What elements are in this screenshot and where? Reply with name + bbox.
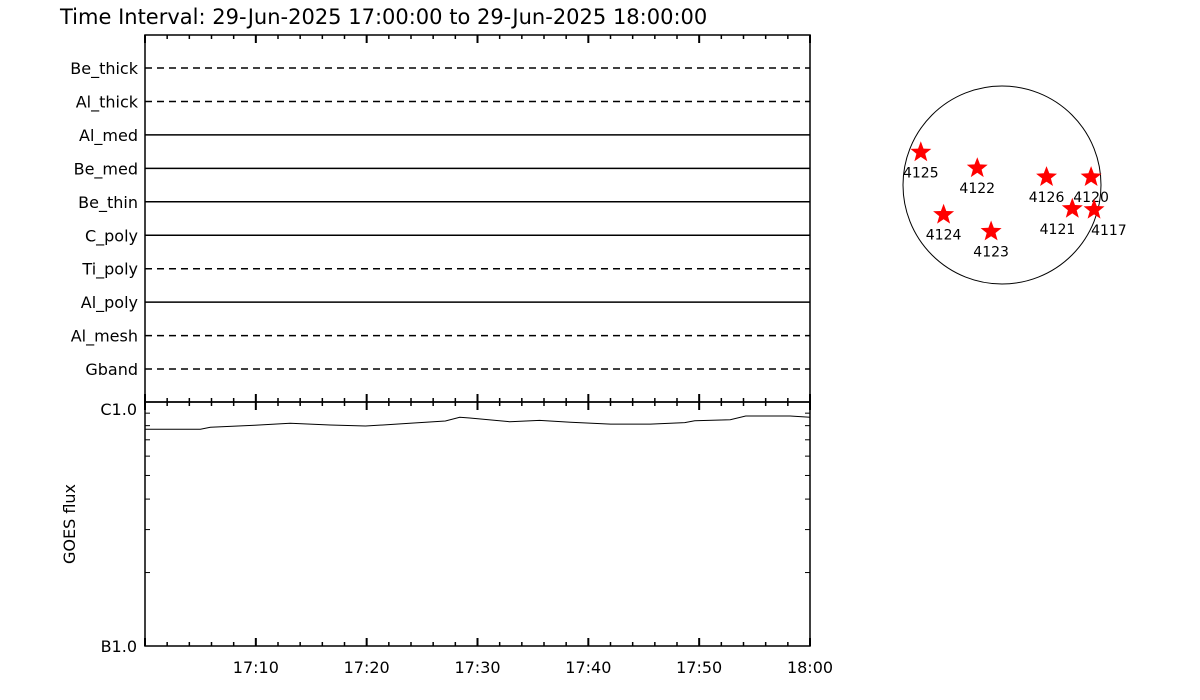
active-region-label: 4125 [903,165,939,181]
x-tick-label: 17:20 [344,658,390,677]
active-region-star-icon [966,157,988,178]
timeline-row-label: Be_thick [70,59,138,79]
timeline-row-label: Al_thick [76,92,139,112]
timeline-row-label: Be_thin [78,193,138,213]
active-region-label: 4122 [959,181,995,197]
filter-timeline-panel: Be_thick Al_thick Al_med Be_med Be_thin C_pol… [70,34,811,403]
y-tick-label: B1.0 [101,637,137,656]
y-tick-label: C1.0 [100,400,137,419]
goes-flux-panel: B1.0 C1.0 GOES flux 17:10 17:20 17:30 17:40 17:… [60,394,833,677]
y-axis-label: GOES flux [60,484,79,564]
active-region-star-icon [933,203,955,224]
x-tick-label: 17:30 [454,658,500,677]
solar-disk-panel: 4125 4122 4126 4120 4121 4117 4124 4123 [902,85,1127,285]
x-tick-label: 17:40 [565,658,611,677]
chart-title: Time Interval: 29-Jun-2025 17:00:00 to 2… [59,5,707,29]
timeline-row-label: C_poly [85,226,138,246]
solar-disk [902,85,1102,285]
active-region-star-icon [910,141,932,162]
timeline-row-label: Be_med [74,159,138,179]
active-region-star-icon [1080,166,1102,186]
goes-frame [144,401,811,647]
x-tick-label: 18:00 [787,658,833,677]
timeline-row-label: Al_mesh [71,327,138,347]
active-region-label: 4123 [973,245,1009,261]
active-region-label: 4120 [1073,190,1109,206]
x-tick-label: 17:10 [233,658,279,677]
goes-flux-line [145,415,811,430]
timeline-row-label: Al_poly [81,293,138,313]
active-region-label: 4121 [1040,222,1076,238]
x-tick-label: 17:50 [676,658,722,677]
active-region-star-icon [1036,166,1057,186]
timeline-row-label: Gband [85,360,138,379]
timeline-frame [144,34,811,403]
timeline-row-label: Al_med [79,126,138,146]
active-region-label: 4124 [926,228,962,244]
active-region-star-icon [980,220,1002,241]
timeline-row-label: Ti_poly [81,260,138,280]
active-region-star-icon [1083,198,1105,219]
active-region-label: 4117 [1091,223,1127,239]
active-region-label: 4126 [1029,190,1065,206]
active-region-star-icon [1061,197,1083,218]
